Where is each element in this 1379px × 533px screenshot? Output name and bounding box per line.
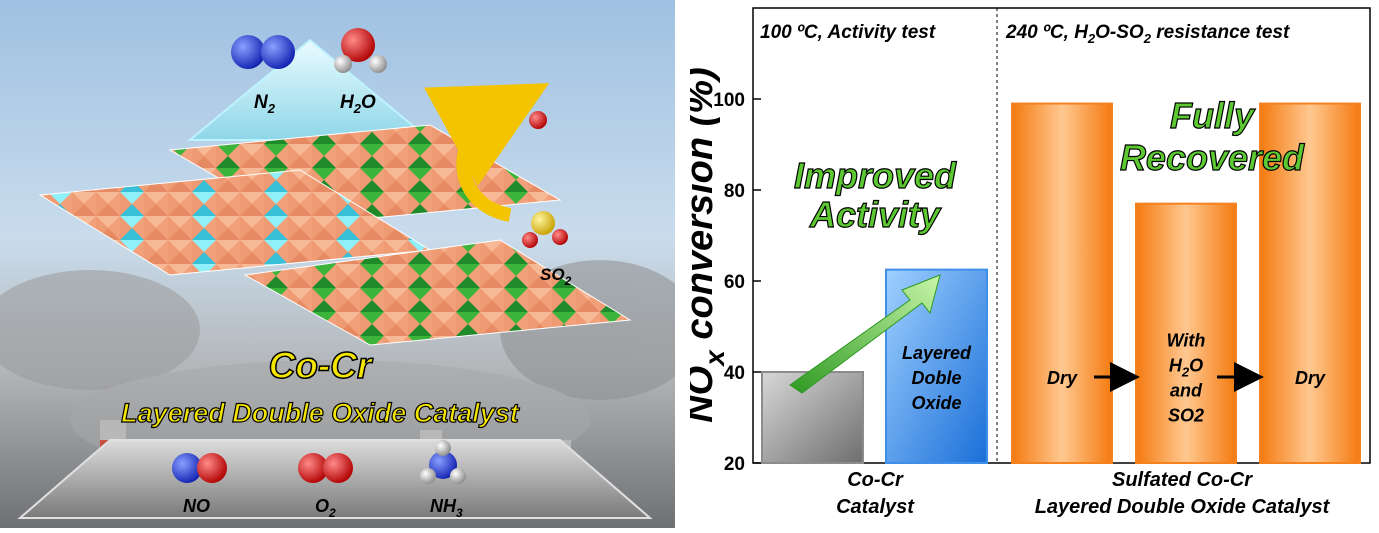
annotation-text: Improved [794,155,957,196]
bar-with-h2o-so2 [1135,202,1237,464]
annotation-text: Activity [809,194,942,235]
y-tick-label: 60 [724,272,745,293]
n2-molecule [231,35,295,69]
group-label-cocr-line2: Catalyst [836,496,915,518]
so2-molecule-lower [522,211,568,248]
bar-dry-before [1011,102,1113,465]
panel-label-resistance: 240 ºC, H2O-SO2 resistance test [1005,22,1290,46]
no-label: NO [183,496,210,516]
n2-label: N2 [254,92,276,116]
y-tick-label: 20 [724,454,745,475]
group-label-sulfated-line1: Sulfated Co-Cr [1112,469,1253,491]
catalyst-illustration: N2 H2O SO2 Co-Cr Layered Double Oxide Ca… [0,0,700,528]
desorption-arrow [424,83,550,222]
bar-label-text: With [1167,331,1206,351]
bar-label-text: Dry [1047,368,1078,388]
improvement-arrow [789,274,941,394]
no-molecule [172,453,227,483]
bar-dry-after [1259,102,1361,465]
panel-label-activity: 100 ºC, Activity test [760,22,936,43]
catalyst-subtitle: Layered Double Oxide Catalyst [121,398,520,428]
nox-conversion-chart: 100 ºC, Activity test 240 ºC, H2O-SO2 re… [679,0,1379,528]
o2-molecule [298,453,353,483]
bars [761,102,1361,465]
catalyst-layers [38,124,632,346]
group-label-sulfated-line2: Layered Double Oxide Catalyst [1035,496,1331,518]
bar-label-text: SO2 [1168,406,1204,426]
y-tick-label: 100 [713,90,745,111]
h2o-label: H2O [340,92,376,116]
bar-cocr-catalyst [761,371,864,464]
catalyst-scene: N2 H2O SO2 Co-Cr Layered Double Oxide Ca… [0,0,700,528]
annotation-text: Fully [1170,95,1256,136]
o2-label: O2 [315,496,336,520]
bar-layered-doble-oxide [885,268,988,464]
so2-label: SO2 [540,265,572,288]
bar-label-text: Doble [911,368,961,388]
nh3-molecule [420,440,466,484]
group-label-cocr-line1: Co-Cr [847,469,904,491]
bar-label-text: H2O [1169,356,1203,380]
bar-label-text: and [1170,381,1203,401]
bar-label-text: Dry [1295,368,1326,388]
h2o-molecule-top [334,28,387,73]
bar-label-text: Layered [902,343,972,363]
chart-svg: 100 ºC, Activity test 240 ºC, H2O-SO2 re… [679,7,1371,518]
y-tick-label: 40 [724,363,745,384]
y-tick-label: 80 [724,181,745,202]
bar-label-text: Oxide [911,393,961,413]
y-axis-ticks: 20 40 60 80 100 [713,90,761,475]
catalyst-title: Co-Cr [269,345,374,386]
nh3-label: NH3 [430,496,463,520]
annotation-text: Recovered [1120,137,1305,178]
